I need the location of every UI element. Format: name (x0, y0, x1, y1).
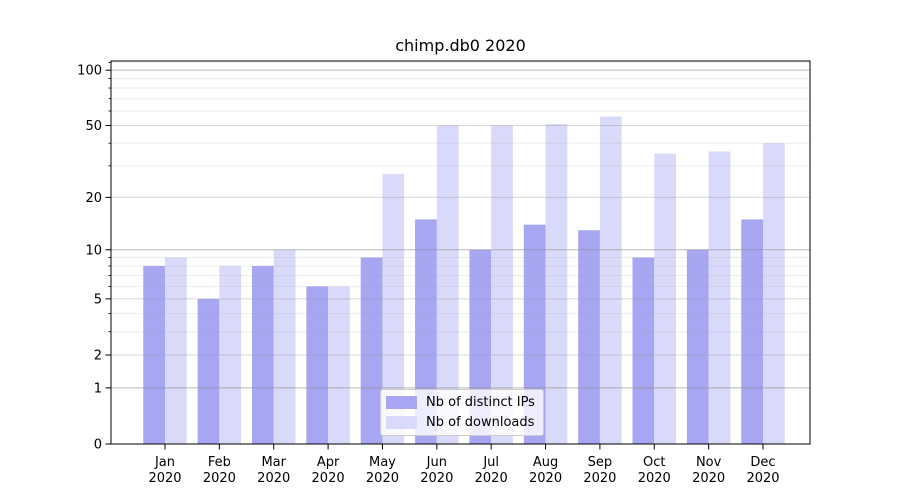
bar-jun-downloads (436, 125, 459, 445)
bar-may-downloads (382, 174, 405, 444)
bar-dec-downloads (763, 143, 785, 444)
legend: Nb of distinct IPs Nb of downloads (380, 389, 544, 436)
bar-may-distinct-ips (360, 257, 383, 444)
x-tick-year-label: 2020 (148, 471, 181, 486)
y-tick-label: 10 (85, 243, 102, 258)
x-tick-year-label: 2020 (529, 471, 562, 486)
x-tick-label: Apr (317, 455, 340, 470)
y-tick-label: 20 (85, 191, 102, 206)
x-tick-year-label: 2020 (475, 471, 508, 486)
legend-item-distinct-ips: Nb of distinct IPs (386, 396, 543, 409)
bar-jul-downloads (491, 125, 513, 445)
x-tick-year-label: 2020 (638, 471, 671, 486)
x-tick-year-label: 2020 (583, 471, 616, 486)
legend-label-downloads: Nb of downloads (426, 415, 535, 430)
x-tick-label: Jan (154, 455, 175, 470)
bar-mar-distinct-ips (251, 266, 274, 444)
x-tick-year-label: 2020 (203, 471, 236, 486)
y-tick-label: 100 (77, 64, 102, 79)
bar-oct-distinct-ips (632, 257, 655, 444)
bar-feb-downloads (219, 266, 242, 444)
bar-mar-downloads (273, 249, 296, 444)
legend-label-distinct-ips: Nb of distinct IPs (426, 395, 535, 410)
x-tick-label: Dec (750, 455, 775, 470)
bar-jan-distinct-ips (143, 266, 165, 444)
legend-item-downloads: Nb of downloads (386, 416, 543, 429)
y-tick-label: 0 (94, 438, 102, 453)
x-tick-label: May (369, 455, 396, 470)
bar-apr-downloads (328, 286, 350, 444)
bar-nov-distinct-ips (686, 249, 709, 444)
x-tick-label: Jul (482, 455, 499, 470)
bar-apr-distinct-ips (306, 286, 329, 444)
x-tick-year-label: 2020 (692, 471, 725, 486)
x-tick-label: Sep (588, 455, 613, 470)
x-tick-year-label: 2020 (312, 471, 345, 486)
x-tick-label: Nov (696, 455, 722, 470)
x-tick-label: Jun (426, 455, 447, 470)
y-tick-label: 1 (94, 381, 102, 396)
x-tick-label: Feb (208, 455, 231, 470)
y-tick-label: 50 (85, 119, 102, 134)
bar-jan-downloads (165, 257, 187, 444)
y-tick-label: 2 (94, 349, 102, 364)
chart-title: chimp.db0 2020 (395, 36, 526, 55)
bar-feb-distinct-ips (197, 298, 220, 444)
bar-oct-downloads (654, 153, 677, 445)
y-tick-label: 5 (94, 292, 102, 307)
x-tick-label: Oct (643, 455, 665, 470)
legend-swatch-distinct-ips (386, 396, 417, 409)
x-tick-year-label: 2020 (257, 471, 290, 486)
x-tick-label: Mar (261, 455, 286, 470)
x-tick-year-label: 2020 (366, 471, 399, 486)
x-tick-label: Aug (533, 455, 558, 470)
bar-nov-downloads (708, 151, 731, 444)
bar-aug-downloads (545, 123, 568, 444)
legend-swatch-downloads (386, 416, 417, 429)
plot-border (110, 60, 811, 445)
bar-sep-distinct-ips (578, 230, 600, 444)
x-tick-year-label: 2020 (746, 471, 779, 486)
x-tick-year-label: 2020 (420, 471, 453, 486)
bar-sep-downloads (599, 116, 622, 444)
